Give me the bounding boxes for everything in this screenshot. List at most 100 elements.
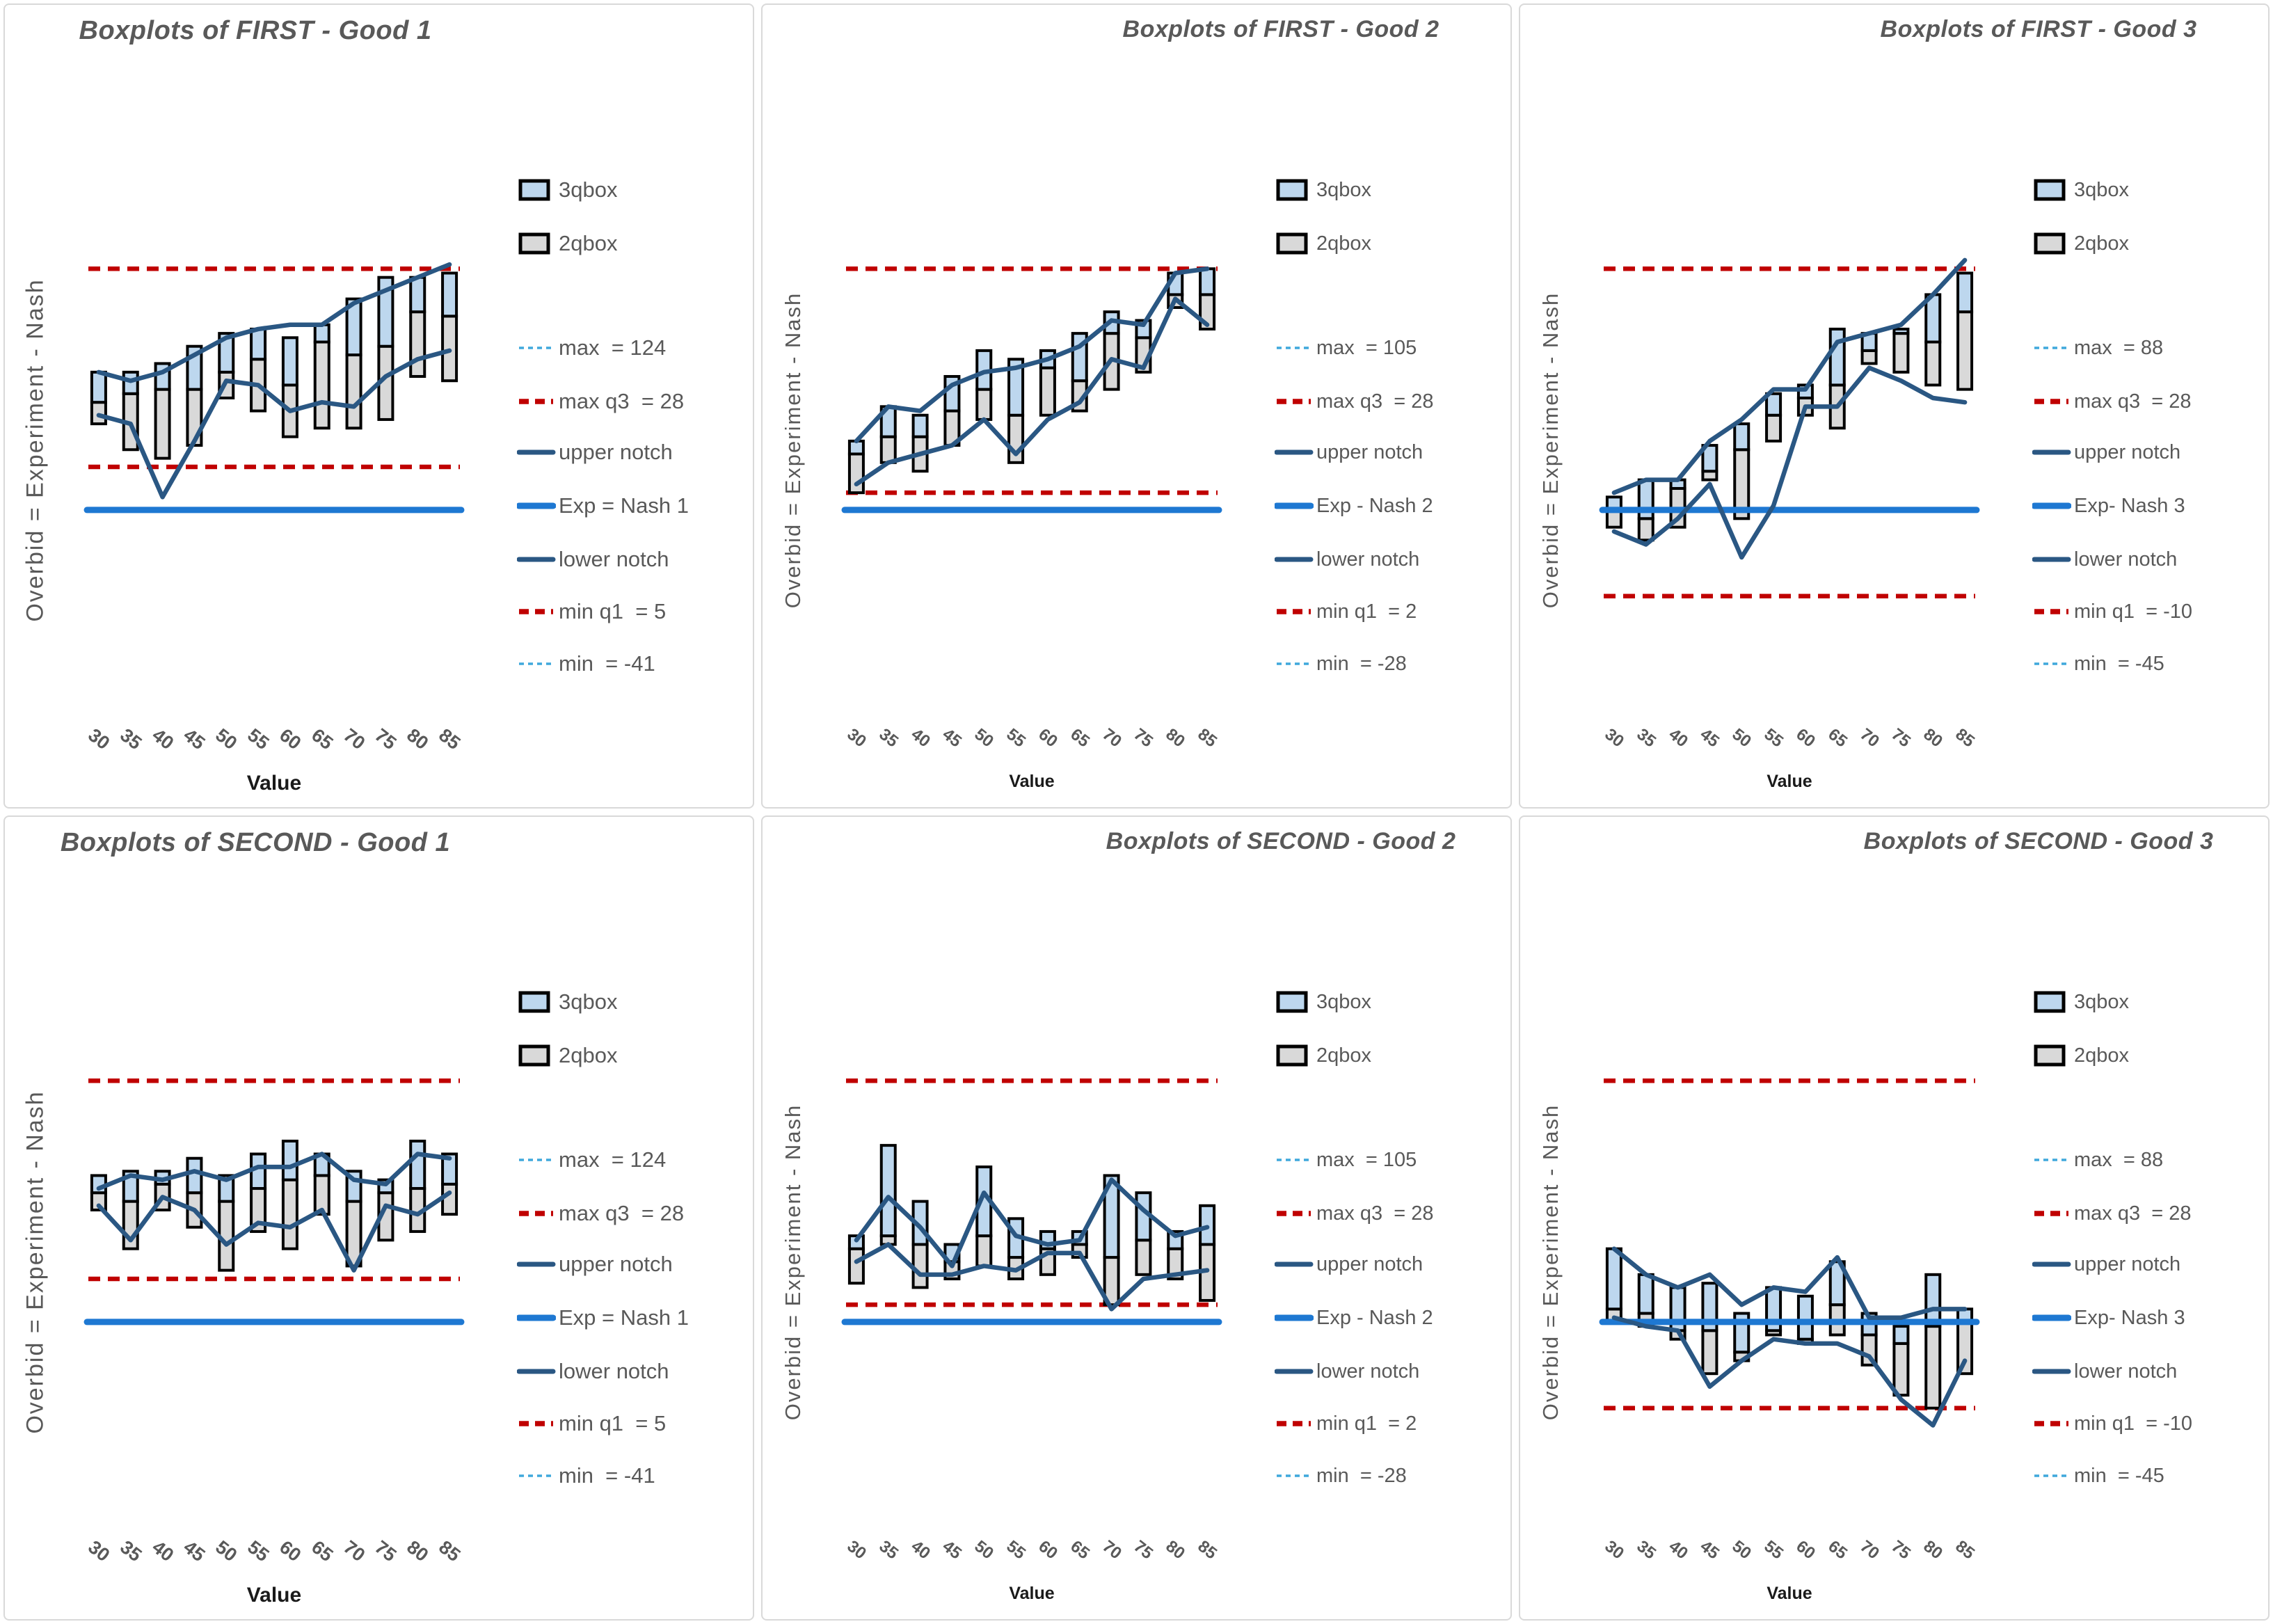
- legend-label: Exp - Nash 2: [1316, 1306, 1433, 1329]
- q3-box: [250, 327, 267, 361]
- dash-lightblue-swatch-icon: [2034, 662, 2068, 665]
- boxplot-bar: [281, 1139, 298, 1250]
- legend-swatch: [1275, 1147, 1316, 1172]
- q3-box: [1924, 1273, 1942, 1328]
- boxplot-canvas: [83, 1078, 465, 1326]
- q2-box: [218, 1200, 235, 1272]
- legend-swatch: [1275, 231, 1316, 256]
- boxplot-bar: [1701, 444, 1718, 481]
- legend-item: lower notch: [517, 543, 669, 576]
- box-blue-swatch-icon: [1276, 179, 1308, 201]
- q3-box: [1701, 1282, 1718, 1332]
- q2-box-icon: [1276, 232, 1308, 255]
- line-navy-swatch-icon: [2032, 449, 2071, 455]
- q2-box-icon: [518, 232, 550, 255]
- q3-box: [1765, 392, 1782, 417]
- q3-box: [218, 1174, 235, 1203]
- boxplot-bar: [1701, 1282, 1718, 1376]
- q3-box: [1007, 358, 1025, 417]
- box-blue-swatch-icon: [2034, 179, 2066, 201]
- x-axis-label: Value: [1009, 1584, 1055, 1603]
- line-navy-swatch-icon: [517, 1261, 556, 1267]
- legend-label: lower notch: [2074, 1360, 2178, 1383]
- legend-label: upper notch: [559, 440, 673, 464]
- boxplot-canvas: [83, 262, 465, 514]
- dash-lightblue-swatch-icon: [519, 1159, 553, 1161]
- legend-label: min q1 = -10: [2074, 1412, 2193, 1435]
- legend-item: max = 105: [1275, 1143, 1417, 1177]
- legend-item: max q3 = 28: [1275, 1197, 1433, 1230]
- boxplot-bar: [441, 1152, 458, 1216]
- boxplot-bar: [90, 370, 107, 426]
- legend-label: 3qbox: [2074, 990, 2130, 1013]
- legend-label: 2qbox: [559, 1043, 618, 1067]
- legend-swatch: [2032, 389, 2074, 414]
- legend-item: min = -41: [517, 1459, 655, 1492]
- lower-notch-line: [96, 348, 452, 500]
- legend-label: max q3 = 28: [559, 1201, 685, 1225]
- upper-notch-line: [854, 266, 1210, 444]
- x-axis-label: Value: [1009, 772, 1055, 791]
- box-blue-swatch-icon: [2034, 991, 2066, 1013]
- upper-notch-line: [1611, 257, 1968, 495]
- upper-notch-line: [96, 262, 452, 383]
- chart-panel: Boxplots of FIRST - Good 2 Overbid = Exp…: [761, 3, 1512, 809]
- legend-swatch: [517, 1411, 559, 1436]
- legend-label: upper notch: [1316, 440, 1423, 463]
- x-axis-ticks: 30 35 40 45 50 55 60 65 70 75 80 85: [1598, 1534, 1981, 1589]
- line-navy-swatch-icon: [1275, 1369, 1314, 1374]
- box-gray-swatch-icon: [2034, 1044, 2066, 1067]
- legend-item: max = 88: [2032, 331, 2163, 365]
- legend-item: min q1 = 2: [1275, 595, 1417, 628]
- legend-item: 2qbox: [1275, 1039, 1371, 1072]
- q3-box: [345, 297, 362, 357]
- legend-item: upper notch: [517, 436, 673, 469]
- legend-swatch: [517, 177, 559, 202]
- legend-item: min = -41: [517, 647, 655, 680]
- legend-label: min q1 = -10: [2074, 600, 2193, 623]
- legend-item: min q1 = 5: [517, 1407, 666, 1440]
- q2-box-icon: [2034, 1044, 2066, 1067]
- legend-swatch: [517, 1252, 559, 1277]
- chart-legend: 3qbox 2qbox max = 105 max q3 = 28 upper notc…: [1275, 817, 1511, 1622]
- legend-swatch: [2032, 989, 2074, 1014]
- legend-item: 2qbox: [517, 227, 617, 260]
- legend-label: min = -45: [2074, 652, 2164, 675]
- legend-swatch: [517, 599, 559, 624]
- legend-label: 2qbox: [2074, 1044, 2130, 1067]
- boxplot-bar: [345, 1170, 362, 1268]
- q2-box: [1956, 310, 1974, 391]
- q2-box: [975, 388, 993, 421]
- upper-notch-line: [854, 1177, 1210, 1268]
- legend-item: 3qbox: [1275, 173, 1371, 207]
- q2-box: [154, 388, 171, 460]
- legend-item: max q3 = 28: [517, 385, 684, 418]
- legend-swatch: [2032, 599, 2074, 624]
- y-axis-label: Overbid = Experiment - Nash: [22, 1090, 49, 1434]
- legend-swatch: [2032, 1305, 2074, 1330]
- legend-item: min q1 = -10: [2032, 1407, 2192, 1440]
- legend-item: max q3 = 28: [517, 1197, 684, 1230]
- box-gray-swatch-icon: [518, 232, 550, 255]
- dash-red-swatch-icon: [519, 609, 553, 614]
- dash-red-swatch-icon: [519, 1421, 553, 1426]
- dash-lightblue-swatch-icon: [519, 347, 553, 349]
- legend-item: Exp- Nash 3: [2032, 489, 2185, 523]
- legend-swatch: [2032, 231, 2074, 256]
- q3-box: [313, 323, 330, 344]
- legend-item: 3qbox: [1275, 985, 1371, 1019]
- legend-label: lower notch: [559, 1359, 669, 1383]
- q3-box-icon: [1276, 991, 1308, 1013]
- q3-box: [1892, 1325, 1910, 1345]
- legend-swatch: [1275, 599, 1316, 624]
- dash-red-swatch-icon: [1277, 1211, 1311, 1216]
- boxplot-bar: [1733, 422, 1750, 520]
- q2-box: [1892, 332, 1910, 374]
- lower-notch-line: [854, 1242, 1210, 1312]
- legend-swatch: [2032, 1147, 2074, 1172]
- line-blue-swatch-icon: [1275, 1314, 1314, 1321]
- q3-box: [409, 1139, 426, 1191]
- boxplot-bar: [186, 344, 203, 447]
- q2-box: [975, 1234, 993, 1268]
- legend-swatch: [2032, 1359, 2074, 1384]
